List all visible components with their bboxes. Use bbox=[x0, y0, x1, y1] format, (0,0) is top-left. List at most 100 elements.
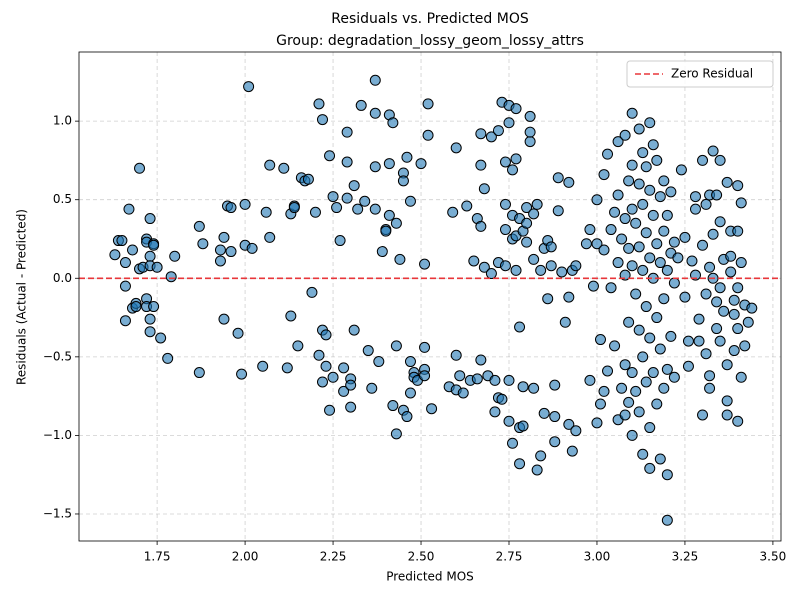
scatter-point bbox=[735, 371, 747, 383]
scatter-point bbox=[309, 206, 321, 218]
scatter-point bbox=[503, 374, 515, 386]
scatter-point bbox=[563, 176, 575, 188]
scatter-point bbox=[644, 332, 656, 344]
scatter-point bbox=[468, 255, 480, 267]
scatter-point bbox=[570, 260, 582, 272]
scatter-point bbox=[162, 352, 174, 364]
scatter-point bbox=[637, 198, 649, 210]
scatter-point bbox=[697, 409, 709, 421]
scatter-point bbox=[612, 257, 624, 269]
scatter-point bbox=[640, 161, 652, 173]
scatter-point bbox=[679, 291, 691, 303]
scatter-point bbox=[313, 98, 325, 110]
points bbox=[79, 74, 781, 526]
scatter-point bbox=[594, 334, 606, 346]
scatter-point bbox=[109, 249, 121, 261]
legend-label: Zero Residual bbox=[671, 67, 753, 81]
scatter-point bbox=[584, 374, 596, 386]
scatter-point bbox=[661, 469, 673, 481]
scatter-point bbox=[637, 351, 649, 363]
scatter-point bbox=[369, 107, 381, 119]
scatter-point bbox=[144, 250, 156, 262]
scatter-point bbox=[281, 362, 293, 374]
scatter-point bbox=[598, 385, 610, 397]
scatter-point bbox=[517, 381, 529, 393]
scatter-point bbox=[419, 341, 431, 353]
scatter-point bbox=[404, 356, 416, 368]
scatter-point bbox=[503, 415, 515, 427]
scatter-point bbox=[587, 280, 599, 292]
y-tick-label: 0.5 bbox=[53, 192, 72, 206]
scatter-point bbox=[348, 180, 360, 192]
scatter-point bbox=[704, 261, 716, 273]
scatter-point bbox=[521, 217, 533, 229]
scatter-point bbox=[711, 296, 723, 308]
scatter-point bbox=[623, 316, 635, 328]
scatter-point bbox=[288, 202, 300, 214]
scatter-point bbox=[387, 117, 399, 129]
scatter-point bbox=[658, 175, 670, 187]
y-tick-label: −0.5 bbox=[43, 349, 72, 363]
scatter-point bbox=[345, 379, 357, 391]
scatter-point bbox=[732, 282, 744, 294]
scatter-point bbox=[654, 343, 666, 355]
scatter-point bbox=[507, 437, 519, 449]
scatter-point bbox=[580, 238, 592, 250]
x-axis-label: Predicted MOS bbox=[386, 570, 474, 584]
scatter-point bbox=[612, 136, 624, 148]
scatter-point bbox=[524, 110, 536, 122]
scatter-point bbox=[619, 213, 631, 225]
x-tick-label: 2.75 bbox=[496, 550, 523, 564]
scatter-point bbox=[570, 425, 582, 437]
scatter-point bbox=[559, 316, 571, 328]
scatter-point bbox=[450, 349, 462, 361]
scatter-point bbox=[700, 288, 712, 300]
scatter-point bbox=[626, 367, 638, 379]
scatter-point bbox=[566, 445, 578, 457]
scatter-point bbox=[700, 348, 712, 360]
scatter-point bbox=[545, 260, 557, 272]
scatter-point bbox=[714, 216, 726, 228]
scatter-point bbox=[313, 349, 325, 361]
scatter-point bbox=[317, 114, 329, 126]
scatter-point bbox=[341, 192, 353, 204]
scatter-point bbox=[637, 147, 649, 159]
scatter-point bbox=[193, 220, 205, 232]
scatter-point bbox=[742, 316, 754, 328]
scatter-point bbox=[591, 238, 603, 250]
scatter-point bbox=[598, 169, 610, 181]
scatter-point bbox=[510, 153, 522, 165]
scatter-point bbox=[148, 301, 160, 313]
plot-frame bbox=[78, 51, 782, 542]
scatter-point bbox=[528, 253, 540, 265]
scatter-point bbox=[123, 203, 135, 215]
scatter-point bbox=[214, 255, 226, 267]
scatter-point bbox=[524, 136, 536, 148]
x-tick-label: 3.25 bbox=[672, 550, 699, 564]
scatter-point bbox=[647, 209, 659, 221]
scatter-point bbox=[236, 368, 248, 380]
scatter-point bbox=[528, 382, 540, 394]
chart-subtitle: Group: degradation_lossy_geom_lossy_attr… bbox=[276, 33, 584, 49]
scatter-point bbox=[549, 411, 561, 423]
scatter-point bbox=[214, 244, 226, 256]
scatter-point bbox=[549, 379, 561, 391]
scatter-point bbox=[732, 415, 744, 427]
scatter-point bbox=[148, 239, 160, 251]
scatter-point bbox=[317, 376, 329, 388]
scatter-point bbox=[626, 203, 638, 215]
scatter-point bbox=[499, 156, 511, 168]
scatter-point bbox=[640, 301, 652, 313]
scatter-point bbox=[714, 335, 726, 347]
scatter-point bbox=[644, 184, 656, 196]
scatter-point bbox=[704, 382, 716, 394]
scatter-point bbox=[665, 186, 677, 198]
scatter-point bbox=[605, 224, 617, 236]
scatter-point bbox=[725, 250, 737, 262]
scatter-point bbox=[626, 429, 638, 441]
scatter-point bbox=[454, 370, 466, 382]
scatter-point bbox=[675, 164, 687, 176]
scatter-point bbox=[739, 340, 751, 352]
scatter-point bbox=[401, 151, 413, 163]
y-axis-label: Residuals (Actual - Predicted) bbox=[15, 209, 29, 385]
